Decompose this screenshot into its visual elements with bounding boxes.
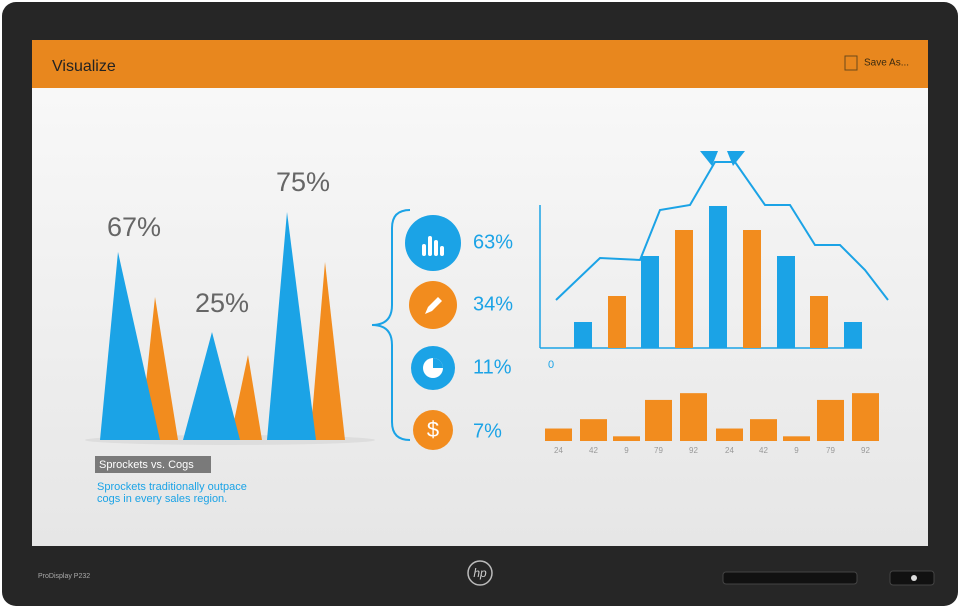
save-as-button[interactable]: Save As... bbox=[864, 58, 909, 69]
bar bbox=[743, 230, 761, 348]
sales-bar bbox=[817, 399, 844, 441]
bar bbox=[675, 230, 693, 348]
caption-box bbox=[95, 456, 211, 473]
sales-label: 9 bbox=[794, 446, 799, 455]
stat-value: 34% bbox=[473, 293, 513, 315]
sales-label: 92 bbox=[861, 446, 870, 455]
peak bbox=[230, 355, 262, 440]
peak-label: 25% bbox=[195, 288, 249, 318]
trend-bars bbox=[574, 206, 862, 348]
peak bbox=[267, 212, 316, 440]
sales-label: 42 bbox=[589, 446, 598, 455]
bar bbox=[844, 322, 862, 348]
sales-bar bbox=[645, 399, 672, 441]
brace bbox=[371, 209, 411, 441]
save-icon[interactable] bbox=[844, 55, 858, 71]
sales-label: 9 bbox=[624, 446, 629, 455]
trend-bars bbox=[608, 230, 828, 348]
sales-bar bbox=[580, 419, 607, 441]
sales-label: 79 bbox=[826, 446, 835, 455]
power-led bbox=[911, 575, 917, 581]
sales-label: 92 bbox=[689, 446, 698, 455]
sales-bar bbox=[750, 419, 777, 441]
bar bbox=[709, 206, 727, 348]
peak bbox=[310, 262, 345, 440]
icon bbox=[413, 410, 453, 450]
icon-glyph: $ bbox=[427, 417, 439, 442]
sales-label: 42 bbox=[759, 446, 768, 455]
stat-value: 11% bbox=[473, 356, 512, 378]
sales-bar bbox=[852, 393, 879, 441]
model-label: ProDisplay P232 bbox=[38, 573, 90, 580]
stat-value: 7% bbox=[473, 420, 502, 442]
icon bbox=[405, 215, 461, 271]
bar bbox=[777, 256, 795, 348]
description: cogs in every sales region. bbox=[97, 493, 227, 505]
stat-value: 63% bbox=[473, 231, 513, 253]
sales-bar bbox=[545, 428, 572, 441]
bar bbox=[608, 296, 626, 348]
sales-bar bbox=[613, 436, 640, 441]
peak bbox=[100, 252, 160, 440]
sales-bar bbox=[716, 428, 743, 441]
arrow bbox=[727, 151, 745, 166]
icon-glyph bbox=[433, 358, 443, 368]
sales-bar bbox=[680, 393, 707, 441]
bar bbox=[810, 296, 828, 348]
logo: hp bbox=[473, 566, 487, 580]
bar bbox=[574, 322, 592, 348]
sales-bar bbox=[783, 436, 810, 441]
origin-label: 0 bbox=[548, 359, 554, 371]
bar bbox=[641, 256, 659, 348]
caption: Sprockets vs. Cogs bbox=[99, 459, 194, 471]
icon-glyph bbox=[422, 236, 444, 256]
header-title: Visualize bbox=[52, 58, 116, 75]
arrow bbox=[700, 151, 718, 166]
peak-label: 75% bbox=[276, 167, 330, 197]
control-buttons[interactable] bbox=[722, 571, 858, 585]
icon-glyph bbox=[425, 297, 442, 314]
sales-label: 24 bbox=[725, 446, 734, 455]
sales-label: 79 bbox=[654, 446, 663, 455]
description: Sprockets traditionally outpace bbox=[97, 481, 247, 493]
logo-ring bbox=[467, 560, 493, 586]
peak-label: 67% bbox=[107, 212, 161, 242]
header-bar bbox=[32, 40, 928, 88]
sales-label: 24 bbox=[554, 446, 563, 455]
peak bbox=[183, 332, 240, 440]
